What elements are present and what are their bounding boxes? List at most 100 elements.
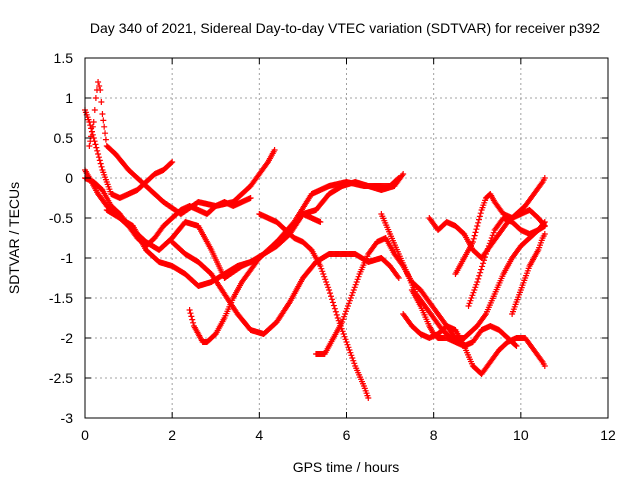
data-point (476, 272, 483, 279)
data-point (541, 363, 548, 369)
series-track-15 (465, 215, 548, 309)
y-tick-label: -2.5 (49, 370, 73, 386)
data-point (483, 248, 490, 255)
data-point (330, 302, 337, 309)
x-tick-label: 4 (255, 427, 263, 443)
data-point (350, 287, 357, 293)
data-point (100, 117, 107, 124)
data-point (102, 130, 109, 137)
data-point (541, 175, 548, 181)
data-point (486, 240, 493, 247)
data-point (92, 141, 99, 148)
data-point (538, 357, 545, 364)
data-point (346, 297, 353, 304)
y-tick-label: 1.5 (54, 50, 74, 66)
data-point (323, 279, 330, 285)
data-point (319, 268, 326, 275)
data-point (342, 311, 349, 317)
x-tick-label: 12 (600, 427, 616, 443)
data-point (98, 163, 105, 170)
series-track-8 (256, 211, 372, 401)
data-point (488, 235, 495, 241)
data-point (98, 99, 105, 105)
data-point (475, 216, 482, 223)
data-point (344, 303, 351, 309)
y-tick-label: -1.5 (49, 290, 73, 306)
data-point (489, 232, 496, 239)
data-points (82, 79, 548, 401)
data-point (90, 119, 97, 125)
data-point (351, 284, 358, 291)
data-point (343, 305, 350, 312)
data-point (353, 279, 360, 285)
data-point (189, 316, 196, 323)
data-point (481, 312, 488, 319)
data-point (89, 123, 96, 130)
data-point (322, 276, 329, 283)
data-point (91, 107, 98, 113)
x-tick-label: 2 (168, 427, 176, 443)
data-point (324, 281, 331, 288)
series-track-14 (452, 191, 548, 277)
data-point (333, 311, 340, 318)
data-point (472, 229, 479, 236)
data-point (328, 293, 335, 300)
data-point (326, 287, 333, 293)
data-point (92, 95, 99, 101)
data-point (325, 284, 332, 291)
data-point (327, 290, 334, 297)
data-point (349, 289, 356, 296)
data-point (470, 289, 477, 296)
series-track-7 (169, 239, 402, 337)
data-point (471, 232, 478, 239)
data-point (490, 229, 497, 236)
data-point (541, 231, 548, 237)
y-tick-label: 0.5 (54, 130, 74, 146)
y-tick-label: 1 (65, 90, 73, 106)
data-point (168, 159, 175, 166)
data-point (399, 172, 406, 179)
y-tick-label: -0.5 (49, 210, 73, 226)
data-point (339, 328, 346, 335)
data-point (541, 223, 548, 229)
data-point (487, 237, 494, 244)
x-tick-label: 0 (81, 427, 89, 443)
chart-title: Day 340 of 2021, Sidereal Day-to-day VTE… (90, 20, 600, 36)
data-point (470, 235, 477, 242)
data-point (481, 254, 488, 261)
data-point (480, 260, 487, 267)
data-point (96, 83, 103, 89)
data-point (341, 333, 348, 340)
data-point (264, 160, 271, 167)
data-point (88, 128, 95, 135)
data-point (341, 313, 348, 320)
data-point (335, 317, 342, 324)
data-point (350, 357, 357, 364)
data-point (331, 305, 338, 312)
x-tick-label: 8 (430, 427, 438, 443)
y-tick-label: -1 (61, 250, 74, 266)
data-point (468, 295, 475, 301)
data-point (188, 313, 195, 320)
series-track-11 (400, 311, 548, 377)
data-point (99, 111, 106, 117)
data-point (345, 300, 352, 307)
data-point (186, 307, 193, 313)
data-point (355, 273, 362, 280)
data-point (352, 281, 359, 288)
data-point (87, 138, 94, 145)
data-point (97, 87, 104, 93)
data-point (329, 299, 336, 306)
data-point (474, 223, 481, 229)
data-point (471, 287, 478, 293)
data-point (481, 257, 488, 264)
data-point (347, 349, 354, 356)
series-track-6 (186, 211, 324, 345)
y-axis-label: SDTVAR / TECUs (6, 182, 22, 294)
data-point (190, 319, 197, 326)
data-point (469, 292, 476, 299)
data-point (400, 171, 407, 177)
data-point (93, 144, 100, 151)
data-point (475, 275, 482, 282)
data-point (466, 300, 473, 307)
